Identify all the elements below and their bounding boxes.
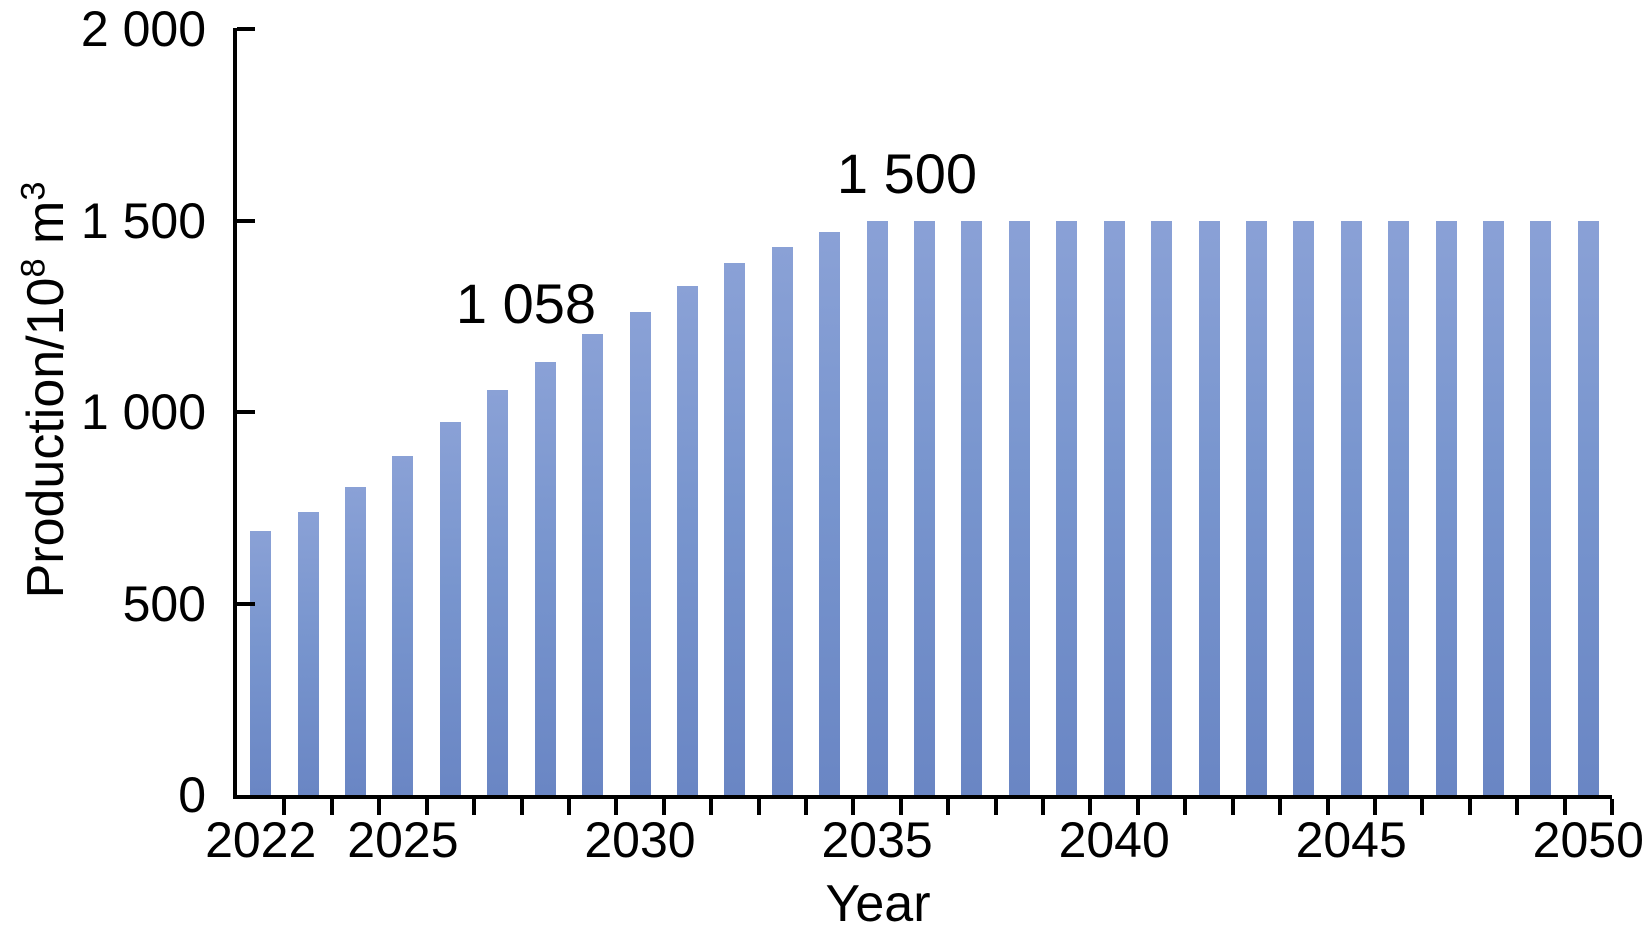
y-tick-label: 1 000 [80, 384, 206, 440]
y-tick-label: 0 [178, 767, 206, 823]
bar-2043 [1245, 220, 1267, 795]
bar-2029 [582, 333, 604, 795]
y-tick-label: 2 000 [80, 1, 206, 57]
bar-2031 [676, 285, 698, 795]
x-tick [1562, 799, 1567, 815]
x-tick [1610, 799, 1614, 815]
x-tick [1041, 799, 1045, 815]
bar-2028 [534, 362, 556, 795]
y-axis-title: Production/108 m3 [14, 181, 75, 599]
bar-2033 [771, 247, 793, 795]
x-tick-label-2025: 2025 [347, 812, 459, 868]
bar-2045 [1340, 220, 1362, 795]
x-tick [1372, 799, 1377, 815]
x-tick-label-2035: 2035 [821, 812, 933, 868]
bar-2046 [1388, 220, 1410, 795]
bar-2023 [297, 511, 319, 795]
bar-2047 [1435, 220, 1457, 795]
bar-2049 [1530, 220, 1552, 795]
x-tick [1467, 799, 1472, 815]
bar-2037 [961, 220, 983, 795]
y-axis-title-text: m [17, 200, 75, 259]
bar-2024 [345, 486, 366, 795]
x-tick [1515, 799, 1520, 815]
y-axis-line [233, 28, 237, 799]
bar-2039 [1056, 220, 1078, 795]
x-tick [1325, 799, 1330, 815]
bar-2040 [1103, 220, 1125, 795]
bar-2044 [1293, 220, 1315, 795]
y-tick [237, 218, 255, 223]
bar-2030 [629, 312, 651, 795]
x-axis-line [233, 795, 1612, 799]
bar-2025 [392, 456, 414, 795]
bar-2027 [487, 389, 509, 795]
x-tick [946, 799, 951, 815]
x-tick [614, 799, 619, 815]
y-tick-label: 1 500 [80, 192, 206, 249]
x-tick-label-2030: 2030 [584, 812, 696, 868]
y-axis-title-superscript: 8 [14, 258, 53, 278]
x-tick-label-2045: 2045 [1295, 812, 1407, 868]
y-tick [237, 601, 255, 606]
plot-area [237, 27, 1612, 795]
x-tick [566, 799, 571, 815]
x-tick [377, 799, 382, 815]
x-axis-title: Year [825, 875, 931, 933]
bar-2034 [819, 232, 841, 795]
x-tick [282, 799, 287, 815]
data-label-1500: 1 500 [836, 142, 978, 205]
x-tick [424, 799, 429, 815]
data-label-1058: 1 058 [455, 272, 597, 335]
x-tick [804, 799, 808, 815]
x-tick-label-2022: 2022 [205, 812, 317, 868]
bar-2042 [1198, 220, 1220, 795]
y-tick-label: 500 [122, 575, 206, 632]
x-tick [993, 799, 998, 815]
x-tick [519, 799, 524, 815]
bar-2026 [439, 421, 461, 795]
y-axis-title-superscript: 3 [14, 181, 53, 201]
bar-2041 [1151, 220, 1173, 795]
y-tick [237, 27, 255, 31]
y-tick [237, 410, 255, 414]
x-tick [661, 799, 666, 815]
x-tick [1278, 799, 1283, 815]
bar-2048 [1483, 220, 1504, 795]
bar-2036 [914, 220, 935, 795]
x-tick [472, 799, 477, 815]
x-tick [851, 799, 856, 815]
y-axis-title-text: Production/10 [17, 277, 75, 599]
bar-2032 [724, 262, 746, 795]
x-tick [1230, 799, 1235, 815]
x-tick-label-2050: 2050 [1532, 812, 1644, 868]
x-tick [1420, 799, 1425, 815]
x-tick [1135, 799, 1140, 815]
x-tick [756, 799, 761, 815]
x-tick [709, 799, 714, 815]
bar-2038 [1008, 220, 1030, 795]
x-tick [898, 799, 903, 815]
bar-2022 [250, 530, 272, 795]
bar-2035 [866, 220, 888, 795]
x-tick [329, 799, 334, 815]
bar-2050 [1577, 220, 1599, 795]
x-tick [1183, 799, 1188, 815]
x-tick-label-2040: 2040 [1058, 812, 1170, 868]
x-tick [1088, 799, 1093, 815]
